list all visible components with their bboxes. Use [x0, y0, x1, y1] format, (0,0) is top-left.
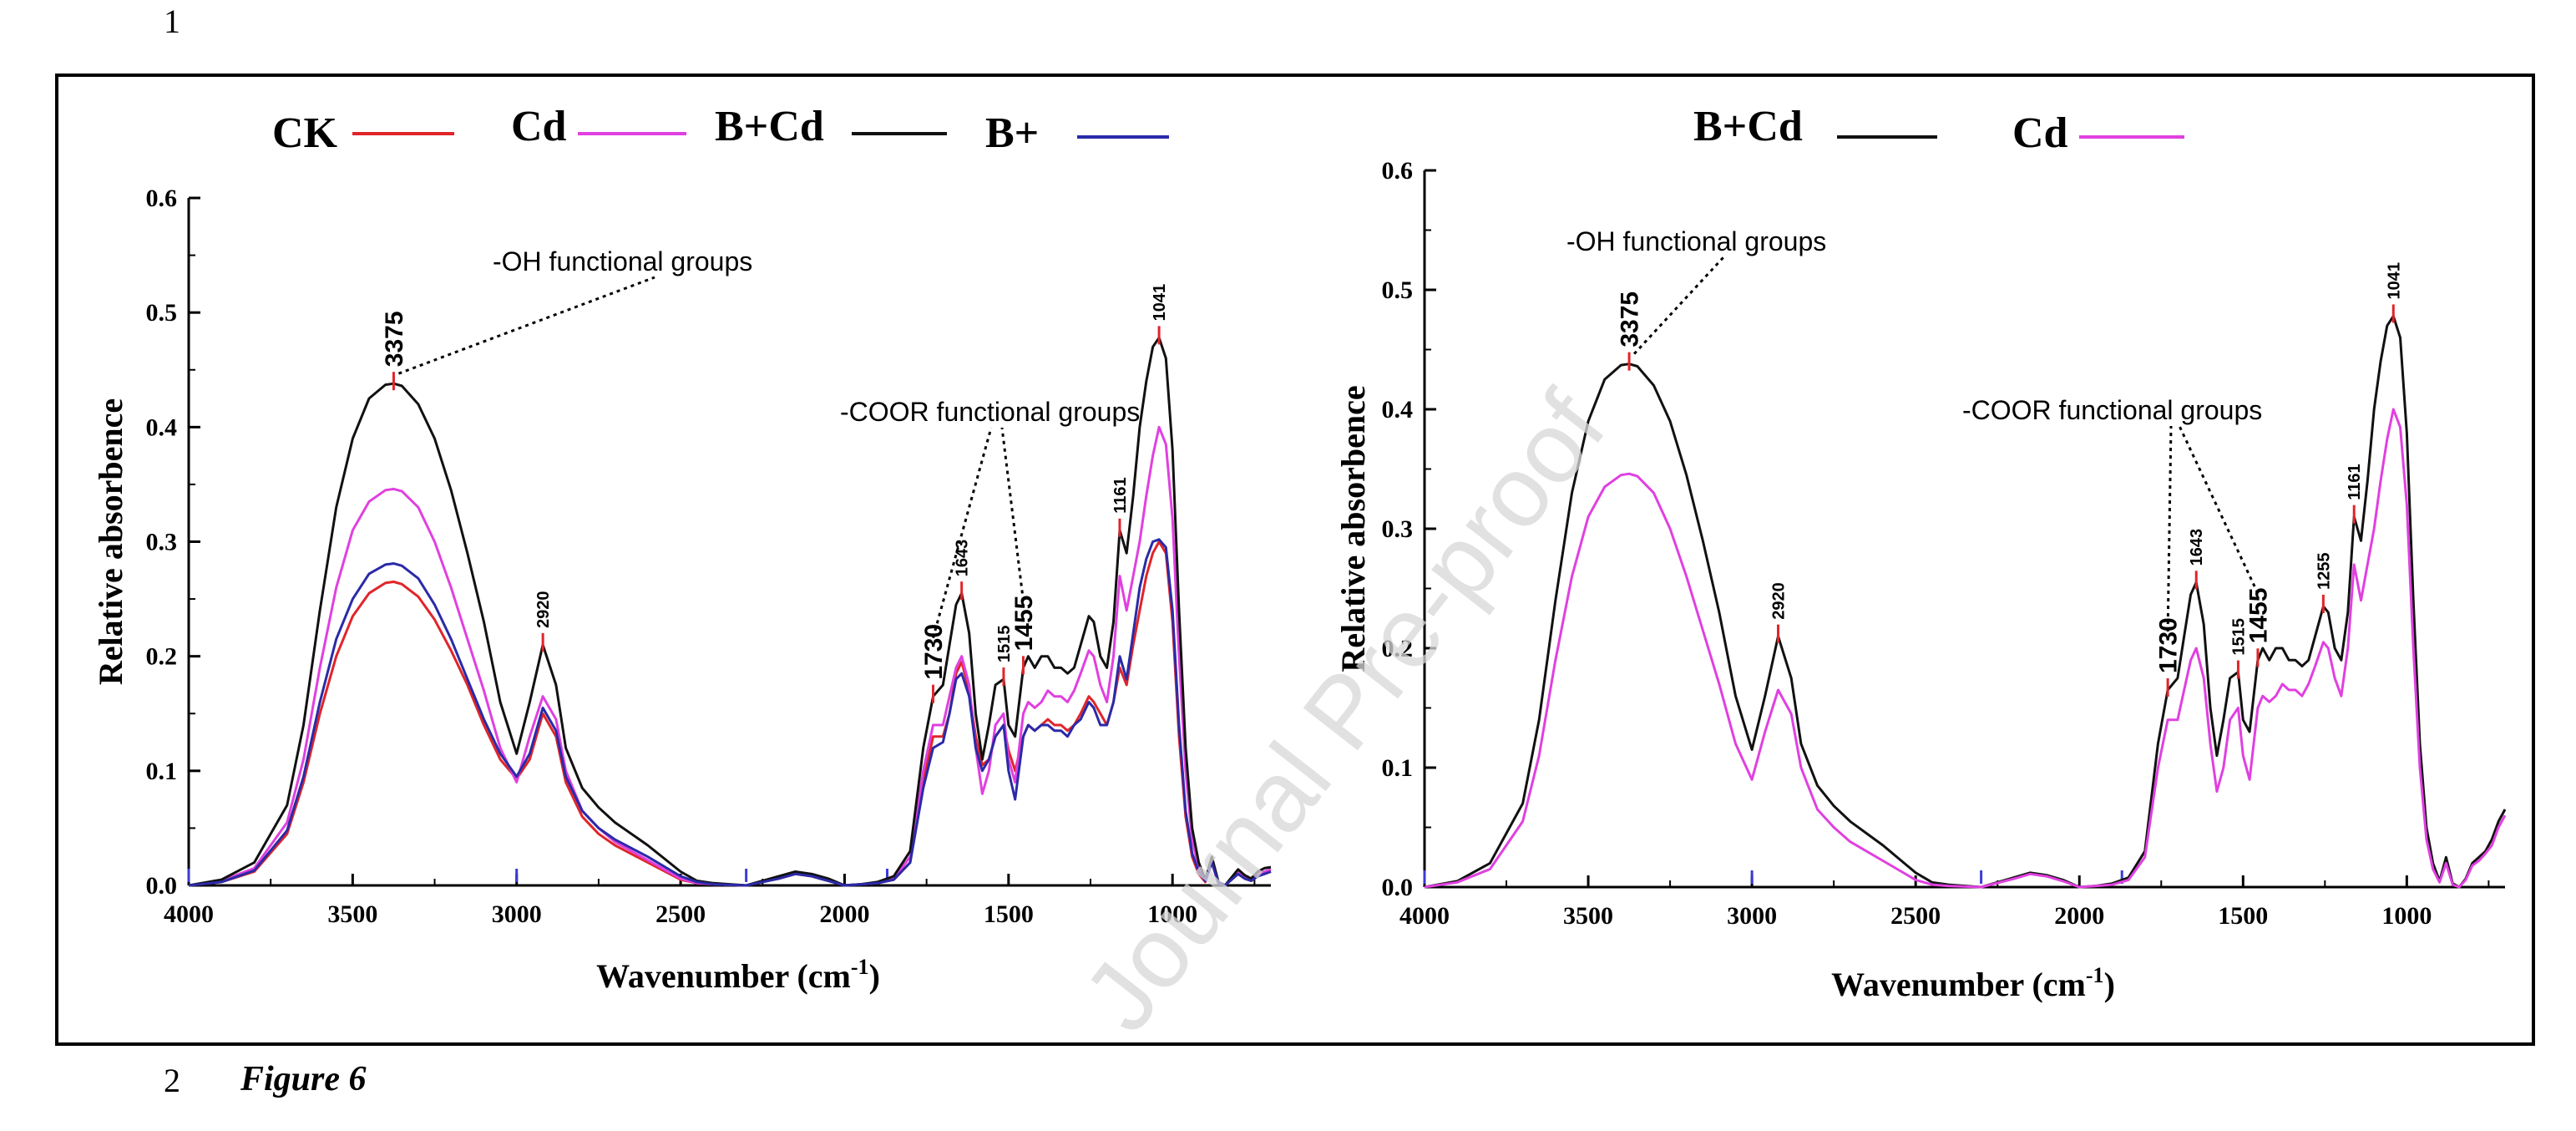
left-y-tick-label: 0.2	[146, 643, 178, 671]
right-y-axis-title: Relative absorbence	[1334, 385, 1372, 672]
right-y-tick-label: 0.6	[1382, 157, 1414, 185]
left-x-tick-label: 1000	[1147, 900, 1197, 928]
left-y-axis-title: Relative absorbence	[92, 398, 129, 685]
left-coor-leader-2	[1000, 427, 1025, 601]
right-y-tick-label: 0.3	[1382, 515, 1414, 543]
left-y-tick-label: 0.0	[146, 872, 178, 900]
right-coor-leader-1	[2166, 425, 2173, 632]
right-y-tick-label: 0.4	[1382, 396, 1414, 423]
figure-caption: Figure 6	[240, 1060, 367, 1098]
left-series-group	[188, 336, 1272, 887]
left-x-axis-title: Wavenumber (cm-1)	[596, 955, 880, 995]
left-peak-label: 3375	[381, 311, 408, 367]
left-series-cd	[188, 425, 1272, 887]
right-axes: 0.0 0.1 0.2 0.3 0.4 0.5 0.6 4000 3500 3000 2500 200…	[1334, 157, 2505, 1003]
right-peak-label: 1041	[2385, 262, 2403, 300]
right-peak-label: 1730	[2155, 617, 2183, 673]
left-x-tick-label: 4000	[164, 900, 214, 928]
right-x-tick-label: 4000	[1399, 902, 1450, 930]
right-x-axis-title: Wavenumber (cm-1)	[1831, 963, 2115, 1003]
right-y-tick-label: 0.2	[1382, 635, 1414, 662]
left-x-tick-label: 2500	[655, 900, 706, 928]
right-peak-label: 1255	[2315, 552, 2333, 590]
right-legend-label-cd: Cd	[2012, 109, 2068, 157]
left-legend-label-ck: CK	[272, 109, 338, 157]
left-y-tick-label: 0.3	[146, 529, 178, 556]
left-legend-label-bcd: B+Cd	[715, 103, 824, 150]
left-peak-label: 1730	[920, 624, 948, 680]
left-coor-label: -COOR functional groups	[840, 397, 1140, 427]
left-peak-label: 2920	[534, 591, 553, 628]
right-x-tick-label: 2000	[2054, 902, 2104, 930]
right-series-bpluscd	[1424, 315, 2507, 889]
right-legend-label-bcd: B+Cd	[1693, 103, 1803, 150]
right-oh-label: -OH functional groups	[1566, 226, 1826, 256]
left-oh-leader	[397, 276, 655, 375]
right-x-tick-label: 3000	[1727, 902, 1777, 930]
right-x-tick-label: 2500	[1890, 902, 1941, 930]
left-y-tick-label: 0.5	[146, 299, 178, 327]
right-peak-label: 1515	[2229, 618, 2248, 656]
left-legend-label-bplus: B+	[985, 109, 1039, 157]
left-oh-label: -OH functional groups	[493, 246, 752, 276]
right-x-tick-label: 3500	[1563, 902, 1613, 930]
right-x-tick-label: 1500	[2218, 902, 2268, 930]
left-x-tick-label: 3500	[327, 900, 377, 928]
line-number-bottom: 2	[164, 1062, 180, 1099]
left-x-tick-label: 3000	[492, 900, 542, 928]
right-y-tick-label: 0.1	[1382, 754, 1414, 782]
left-series-bplus	[188, 538, 1272, 887]
left-x-tick-label: 2000	[819, 900, 869, 928]
left-legend-label-cd: Cd	[511, 103, 567, 150]
left-peak-label: 1161	[1111, 477, 1130, 513]
right-peak-label: 1643	[2188, 529, 2206, 566]
right-coor-label: -COOR functional groups	[1962, 395, 2262, 425]
right-oh-leader	[1632, 256, 1725, 355]
right-peak-label: 1161	[2346, 464, 2364, 500]
right-y-tick-label: 0.0	[1382, 874, 1414, 901]
left-y-tick-label: 0.4	[146, 413, 178, 441]
right-y-tick-label: 0.5	[1382, 276, 1414, 304]
right-peak-label: 2920	[1769, 582, 1788, 620]
left-y-tick-label: 0.1	[146, 758, 178, 785]
right-peak-label: 3375	[1617, 292, 1644, 347]
right-x-tick-label: 1000	[2381, 902, 2432, 930]
left-series-ck	[188, 540, 1272, 887]
right-peak-label: 1455	[2245, 588, 2272, 644]
left-peak-label: 1041	[1151, 284, 1169, 322]
left-peak-label: 1515	[995, 626, 1014, 663]
right-coor-leader-2	[2178, 425, 2260, 594]
left-series-bpluscd	[188, 336, 1272, 887]
figure-frame: CK Cd B+Cd B+ 0.0 0.1 0.2 0.3 0.4 0.5 0.6 4000 3…	[55, 74, 2535, 1046]
left-y-tick-label: 0.6	[146, 185, 178, 212]
left-coor-leader-1	[932, 427, 993, 639]
left-x-tick-label: 1500	[984, 900, 1034, 928]
right-series-group	[1424, 315, 2507, 889]
right-legend: B+Cd Cd	[1693, 103, 2184, 157]
figure-svg: CK Cd B+Cd B+ 0.0 0.1 0.2 0.3 0.4 0.5 0.6 4000 3…	[92, 103, 2507, 1003]
right-series-cd	[1424, 408, 2507, 889]
right-chart: B+Cd Cd 0.0 0.1 0.2 0.3 0.4 0.5 0.6 4000 3500 300…	[1334, 103, 2507, 1003]
line-number-top: 1	[164, 3, 180, 40]
left-chart: CK Cd B+Cd B+ 0.0 0.1 0.2 0.3 0.4 0.5 0.6 4000 3…	[92, 103, 1272, 995]
left-legend: CK Cd B+Cd B+	[272, 103, 1169, 157]
left-peak-label: 1455	[1010, 596, 1038, 652]
